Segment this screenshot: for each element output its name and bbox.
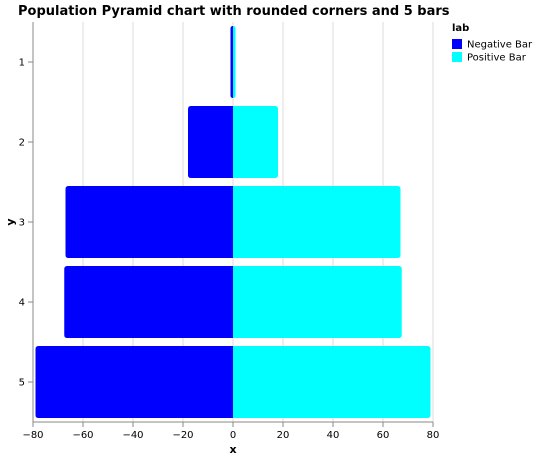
y-tick-label: 4: [19, 298, 25, 309]
y-tick-label: 1: [19, 58, 25, 69]
legend-swatch: [452, 52, 462, 62]
x-tick-label: −40: [122, 430, 143, 441]
legend-label: Positive Bar: [467, 53, 527, 64]
x-tick-label: 60: [377, 430, 390, 441]
x-axis-title: x: [229, 443, 236, 456]
positive-bar-3: [233, 186, 401, 258]
negative-bar-3: [65, 186, 233, 258]
legend: lab Negative Bar Positive Bar: [452, 23, 533, 64]
legend-swatch: [452, 39, 462, 49]
x-tick-label: 40: [327, 430, 340, 441]
x-tick-label: 80: [427, 430, 440, 441]
y-tick-label: 5: [19, 378, 25, 389]
axes: −80 −60 −40 −20 0 20 40 60 80 1 2 3 4 5: [19, 22, 440, 441]
negative-bar-2: [188, 106, 233, 178]
x-tick-label: 20: [277, 430, 290, 441]
positive-bar-1: [233, 26, 236, 98]
positive-bar-4: [233, 266, 402, 338]
negative-bar-1: [230, 26, 233, 98]
chart-title: Population Pyramid chart with rounded co…: [18, 4, 450, 19]
x-tick-label: 0: [230, 430, 236, 441]
negative-bar-4: [64, 266, 233, 338]
positive-bar-5: [233, 346, 431, 418]
negative-bar-5: [35, 346, 233, 418]
y-tick-label: 3: [19, 218, 25, 229]
x-tick-label: −80: [22, 430, 43, 441]
legend-title: lab: [452, 23, 469, 34]
x-tick-label: −20: [172, 430, 193, 441]
legend-label: Negative Bar: [467, 40, 533, 51]
y-tick-label: 2: [19, 138, 25, 149]
bars: [35, 26, 431, 418]
x-tick-label: −60: [72, 430, 93, 441]
positive-bar-2: [233, 106, 278, 178]
y-axis-title: y: [4, 218, 17, 225]
